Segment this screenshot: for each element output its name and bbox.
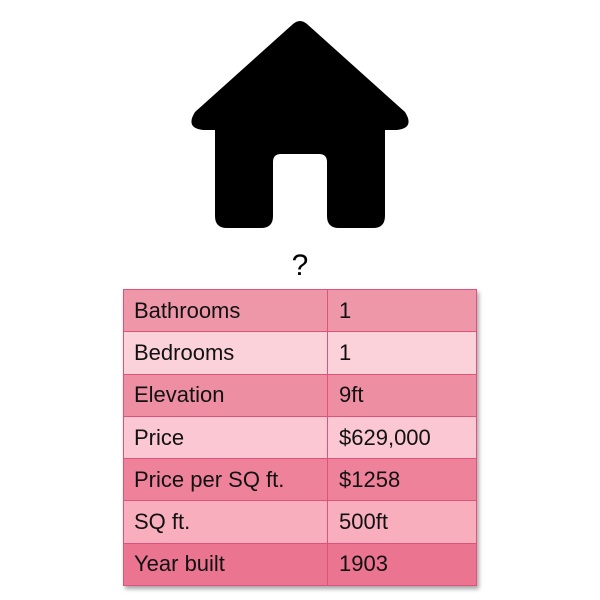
row-label: Price [122, 415, 329, 460]
question-mark: ? [291, 249, 309, 282]
table-row: Year built 1903 [122, 542, 477, 587]
row-value: $1258 [327, 458, 477, 502]
row-label: Elevation [122, 373, 329, 417]
row-value: 1 [327, 331, 477, 375]
property-details-table: Bathrooms 1 Bedrooms 1 Elevation 9ft Pri… [122, 288, 477, 587]
row-label: Price per SQ ft. [122, 458, 329, 502]
row-label: Bedrooms [122, 331, 329, 375]
house-icon [191, 21, 409, 228]
row-value: 1 [327, 288, 477, 333]
house-icon-shape [191, 21, 409, 228]
row-value: 1903 [327, 542, 477, 587]
row-value: 9ft [327, 373, 477, 417]
table-row: Bathrooms 1 [122, 288, 477, 333]
row-label: Bathrooms [122, 288, 329, 333]
table-row: Price $629,000 [122, 415, 477, 460]
table-row: Price per SQ ft. $1258 [122, 458, 477, 502]
table-row: Elevation 9ft [122, 373, 477, 417]
row-value: $629,000 [327, 415, 477, 460]
row-label: SQ ft. [122, 500, 329, 544]
row-label: Year built [122, 542, 329, 587]
row-value: 500ft [327, 500, 477, 544]
table-row: Bedrooms 1 [122, 331, 477, 375]
table-row: SQ ft. 500ft [122, 500, 477, 544]
